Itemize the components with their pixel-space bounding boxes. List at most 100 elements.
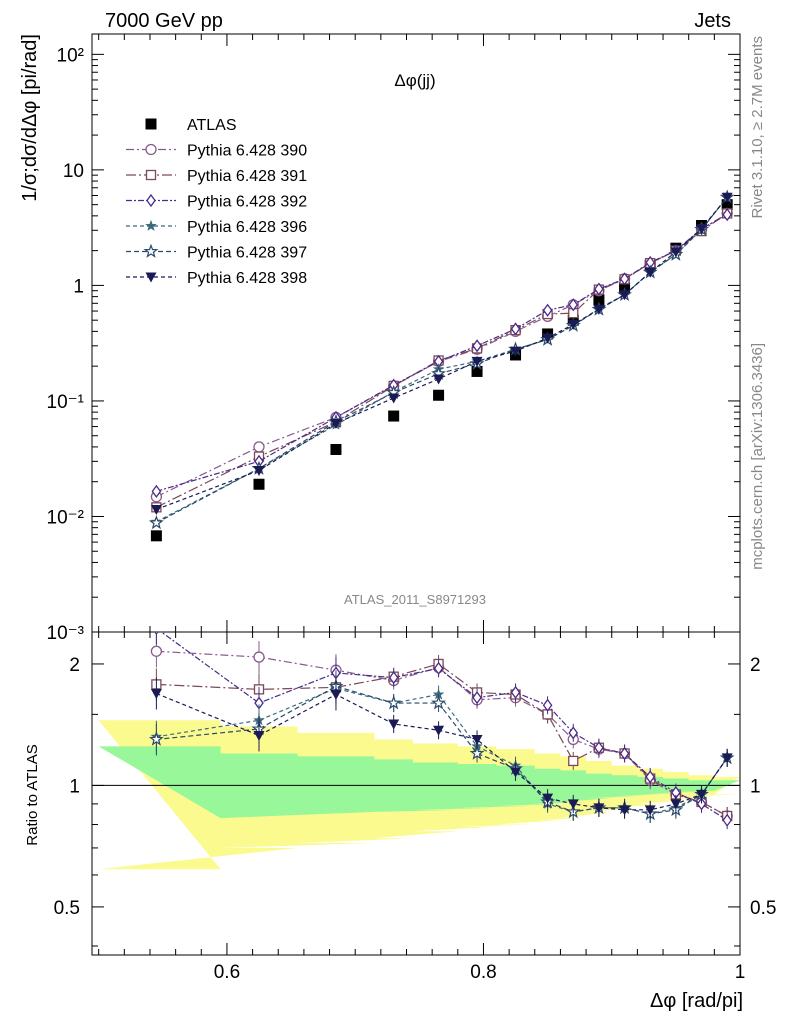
ratio-point: [644, 805, 656, 816]
ratio-point: [510, 767, 522, 778]
ratio-point: [696, 797, 707, 811]
data-point: [471, 356, 483, 367]
ratio-point: [150, 645, 163, 657]
ratio-point: [431, 695, 447, 710]
uncertainty-band-green: [98, 746, 741, 819]
ratio-point: [619, 805, 631, 816]
data-point: [150, 504, 162, 515]
side-text-top: Rivet 3.1.10, ≥ 2.7M events: [749, 36, 766, 219]
data-point: [253, 441, 265, 453]
main-title: Δφ(jj): [394, 71, 435, 90]
legend-label: Pythia 6.428 391: [187, 168, 307, 185]
ratio-point: [253, 730, 265, 741]
legend-marker: [146, 193, 156, 208]
y-tick-label: 10⁻¹: [47, 392, 85, 413]
ratio-frame: [91, 631, 741, 956]
series-6: [150, 192, 733, 515]
legend-marker: [145, 219, 157, 231]
ratio-point: [619, 746, 630, 761]
data-point: [388, 410, 400, 422]
data-point: [433, 374, 445, 385]
data-point: [722, 208, 732, 222]
data-point: [593, 304, 605, 315]
y-tick-label-right: 2: [750, 655, 761, 676]
ratio-point: [386, 695, 402, 710]
data-point: [593, 294, 605, 306]
data-point: [619, 272, 630, 286]
legend-entry: Pythia 6.428 390: [126, 143, 307, 160]
ratio-series-2: [154, 632, 732, 830]
main-plot: 10⁻³ 10⁻² 10⁻¹ 1 10 10² ATLAS Pythia 6.428 390 P…: [47, 33, 741, 644]
legend-label: Pythia 6.428 392: [187, 194, 307, 211]
legend-entry: Pythia 6.428 397: [126, 243, 307, 262]
data-point: [330, 418, 342, 429]
ratio-point: [593, 803, 605, 814]
data-point: [472, 339, 482, 353]
y-tick-label: 10: [63, 161, 84, 182]
y-tick-label: 10⁻³: [47, 623, 85, 644]
main-ylabel: 1/σ;dσ/dΔφ [pi/rad]: [19, 34, 41, 202]
ratio-point: [433, 725, 445, 736]
data-point: [619, 290, 631, 301]
legend-entry: ATLAS: [145, 117, 237, 134]
ratio-point: [568, 755, 579, 767]
data-point: [510, 346, 522, 357]
header-right: Jets: [694, 10, 731, 32]
ratio-point: [330, 690, 342, 701]
watermark: ATLAS_2011_S8971293: [344, 592, 486, 607]
ratio-point: [722, 813, 732, 827]
ratio-line: [156, 692, 728, 811]
ratio-series-5: [150, 677, 733, 819]
legend-marker: [145, 272, 157, 283]
data-point: [253, 478, 265, 490]
data-point: [388, 393, 400, 404]
side-text-bottom: mcplots.cern.ch [arXiv:1306.3436]: [749, 343, 766, 570]
ratio-point: [388, 671, 399, 685]
ratio-point: [721, 753, 733, 764]
ratio-point: [645, 770, 656, 784]
y-tick-label: 10⁻²: [47, 507, 85, 528]
ratio-plot: 0.6 0.8 1 0.5 0.5 1 1 2 2: [54, 631, 776, 983]
ratio-ylabel: Ratio to ATLAS: [24, 744, 41, 845]
data-point: [721, 192, 733, 203]
data-point: [644, 267, 656, 278]
ratio-point: [567, 799, 579, 810]
ratio-point: [154, 632, 159, 635]
data-point: [542, 303, 553, 317]
y-tick-label: 0.5: [54, 898, 80, 919]
legend-label: Pythia 6.428 398: [187, 270, 307, 287]
ratio-point: [670, 799, 682, 810]
data-point: [510, 322, 521, 336]
y-tick-label: 1: [73, 276, 84, 297]
ratio-point: [696, 789, 708, 800]
legend-entry: Pythia 6.428 392: [126, 194, 307, 211]
data-point: [568, 298, 579, 312]
data-point: [721, 199, 733, 211]
data-point: [471, 365, 483, 377]
legend-label: Pythia 6.428 396: [187, 219, 307, 236]
ratio-point: [471, 734, 483, 745]
ratio-point: [472, 691, 482, 705]
legend-marker: [143, 243, 159, 258]
ratio-point: [568, 726, 579, 740]
legend-marker: [145, 169, 157, 181]
y-tick-label-right: 1: [750, 776, 761, 797]
header-left: 7000 GeV pp: [105, 10, 223, 32]
y-tick-label: 1: [69, 776, 80, 797]
legend-entry: Pythia 6.428 391: [126, 168, 307, 185]
y-tick-label: 2: [69, 655, 80, 676]
legend-label: ATLAS: [187, 117, 237, 134]
ratio-point: [542, 698, 553, 712]
data-point: [670, 247, 682, 258]
x-tick-label: 0.8: [470, 962, 496, 983]
data-point: [433, 389, 445, 401]
ratio-point: [542, 793, 554, 804]
legend-entry: Pythia 6.428 396: [126, 219, 307, 236]
data-point: [696, 224, 708, 235]
x-tick-label: 0.6: [214, 962, 240, 983]
data-point: [150, 530, 162, 542]
data-point: [148, 515, 164, 530]
legend-label: Pythia 6.428 390: [187, 143, 307, 160]
ratio-point: [148, 731, 164, 746]
